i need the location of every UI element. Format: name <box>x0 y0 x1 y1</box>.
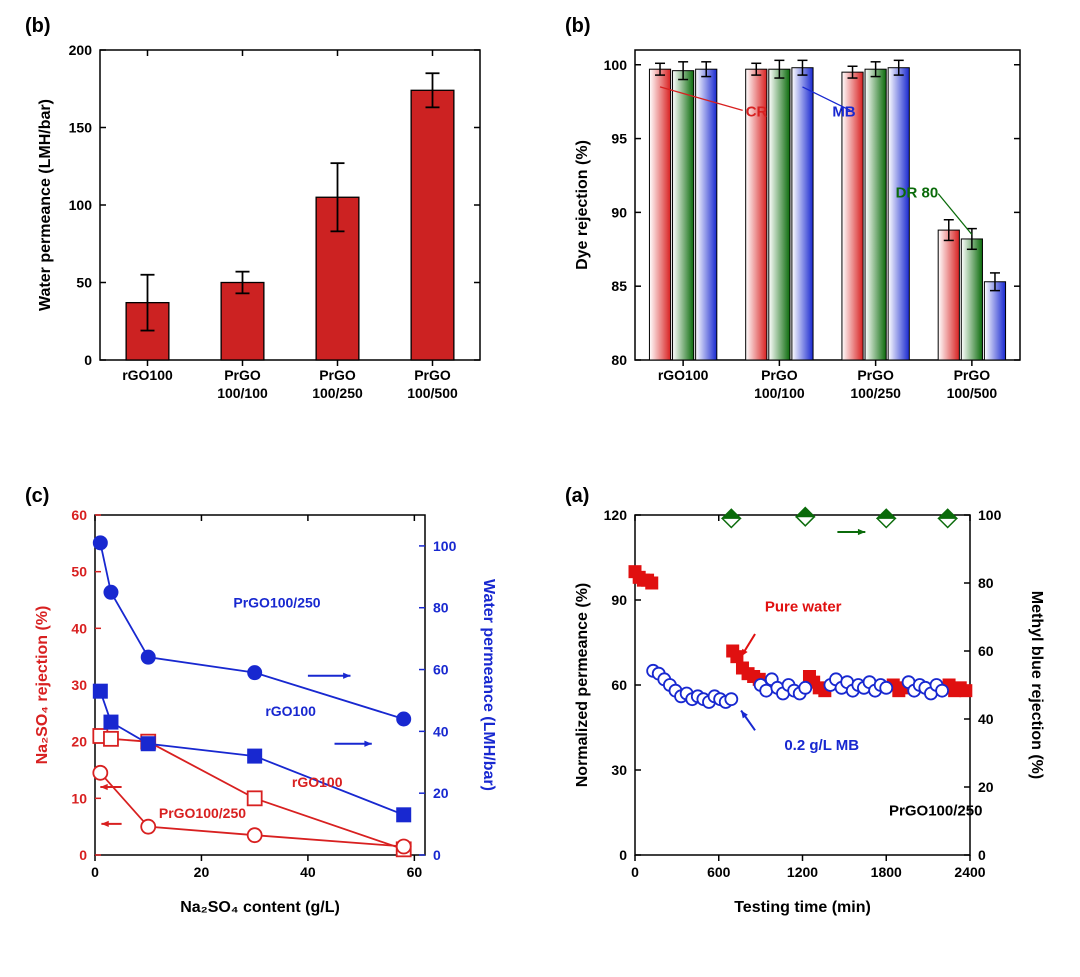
normalized-permeance-time-chart: (a) 060012001800240003060901200204060801… <box>560 490 1060 930</box>
panel-label-c: (c) <box>25 485 49 508</box>
panel-label-a: (b) <box>25 15 51 38</box>
svg-text:PrGO100/250: PrGO100/250 <box>159 805 246 821</box>
svg-text:1800: 1800 <box>871 864 902 880</box>
svg-text:Water permeance (LMH/bar): Water permeance (LMH/bar) <box>480 579 497 791</box>
svg-text:Methyl blue rejection (%): Methyl blue rejection (%) <box>1028 591 1045 779</box>
svg-text:30: 30 <box>611 762 627 778</box>
svg-text:60: 60 <box>433 662 449 678</box>
svg-text:Water permeance (LMH/bar): Water permeance (LMH/bar) <box>37 99 54 311</box>
svg-text:20: 20 <box>194 864 210 880</box>
svg-text:0: 0 <box>91 864 99 880</box>
panel-label-d: (a) <box>565 485 589 508</box>
svg-text:100: 100 <box>433 538 457 554</box>
svg-text:DR 80: DR 80 <box>896 185 939 202</box>
svg-text:20: 20 <box>71 734 87 750</box>
svg-text:PrGO: PrGO <box>319 367 356 383</box>
svg-text:100/100: 100/100 <box>217 385 268 401</box>
svg-text:60: 60 <box>71 507 87 523</box>
svg-text:50: 50 <box>71 564 87 580</box>
svg-text:100/250: 100/250 <box>850 385 901 401</box>
svg-text:80: 80 <box>433 600 449 616</box>
svg-text:40: 40 <box>433 723 449 739</box>
svg-text:0.2 g/L MB: 0.2 g/L MB <box>784 737 859 754</box>
svg-text:CR: CR <box>746 103 768 120</box>
svg-text:90: 90 <box>611 204 627 220</box>
svg-text:MB: MB <box>832 103 855 120</box>
svg-text:85: 85 <box>611 278 627 294</box>
svg-text:100: 100 <box>604 57 628 73</box>
svg-text:90: 90 <box>611 592 627 608</box>
svg-text:200: 200 <box>69 42 93 58</box>
svg-text:rGO100: rGO100 <box>122 367 173 383</box>
panel-label-b: (b) <box>565 15 591 38</box>
water-permeance-bar-chart: (b) 050100150200rGO100PrGO100/100PrGO100… <box>20 20 520 460</box>
svg-text:50: 50 <box>76 275 92 291</box>
svg-text:rGO100: rGO100 <box>292 774 343 790</box>
svg-text:PrGO: PrGO <box>857 367 894 383</box>
svg-text:Na₂SO₄ rejection (%): Na₂SO₄ rejection (%) <box>34 606 51 765</box>
svg-text:rGO100: rGO100 <box>265 703 316 719</box>
svg-text:95: 95 <box>611 131 627 147</box>
svg-text:20: 20 <box>433 785 449 801</box>
svg-text:PrGO100/250: PrGO100/250 <box>233 595 320 611</box>
svg-text:80: 80 <box>611 352 627 368</box>
svg-text:PrGO: PrGO <box>954 367 991 383</box>
svg-text:PrGO: PrGO <box>761 367 798 383</box>
dye-rejection-bar-chart: (b) 80859095100rGO100PrGO100/100PrGO100/… <box>560 20 1060 460</box>
svg-text:80: 80 <box>978 575 994 591</box>
svg-text:Testing time (min): Testing time (min) <box>734 899 871 916</box>
svg-text:Normalized permeance (%): Normalized permeance (%) <box>574 583 591 788</box>
svg-text:rGO100: rGO100 <box>658 367 709 383</box>
svg-text:0: 0 <box>79 847 87 863</box>
svg-text:10: 10 <box>71 790 87 806</box>
svg-text:100: 100 <box>978 507 1002 523</box>
svg-text:PrGO: PrGO <box>414 367 451 383</box>
svg-text:100/500: 100/500 <box>407 385 458 401</box>
svg-text:1200: 1200 <box>787 864 818 880</box>
svg-text:100/500: 100/500 <box>947 385 998 401</box>
svg-text:600: 600 <box>707 864 731 880</box>
svg-text:40: 40 <box>71 620 87 636</box>
svg-text:40: 40 <box>300 864 316 880</box>
svg-text:30: 30 <box>71 677 87 693</box>
svg-text:0: 0 <box>433 847 441 863</box>
svg-text:0: 0 <box>619 847 627 863</box>
svg-text:PrGO100/250: PrGO100/250 <box>889 802 982 819</box>
svg-text:100/250: 100/250 <box>312 385 363 401</box>
svg-text:150: 150 <box>69 120 93 136</box>
svg-text:PrGO: PrGO <box>224 367 261 383</box>
svg-text:20: 20 <box>978 779 994 795</box>
svg-text:2400: 2400 <box>954 864 985 880</box>
svg-text:60: 60 <box>611 677 627 693</box>
svg-text:0: 0 <box>978 847 986 863</box>
svg-text:120: 120 <box>604 507 628 523</box>
svg-text:Na₂SO₄ content (g/L): Na₂SO₄ content (g/L) <box>180 899 340 916</box>
svg-text:Pure water: Pure water <box>765 598 842 615</box>
svg-text:100: 100 <box>69 197 93 213</box>
svg-text:Dye rejection (%): Dye rejection (%) <box>574 140 591 270</box>
salt-rejection-permeance-chart: (c) 02040600102030405060020406080100PrGO… <box>20 490 520 930</box>
svg-text:60: 60 <box>978 643 994 659</box>
svg-text:0: 0 <box>84 352 92 368</box>
svg-text:100/100: 100/100 <box>754 385 805 401</box>
svg-text:60: 60 <box>407 864 423 880</box>
svg-text:0: 0 <box>631 864 639 880</box>
svg-text:40: 40 <box>978 711 994 727</box>
